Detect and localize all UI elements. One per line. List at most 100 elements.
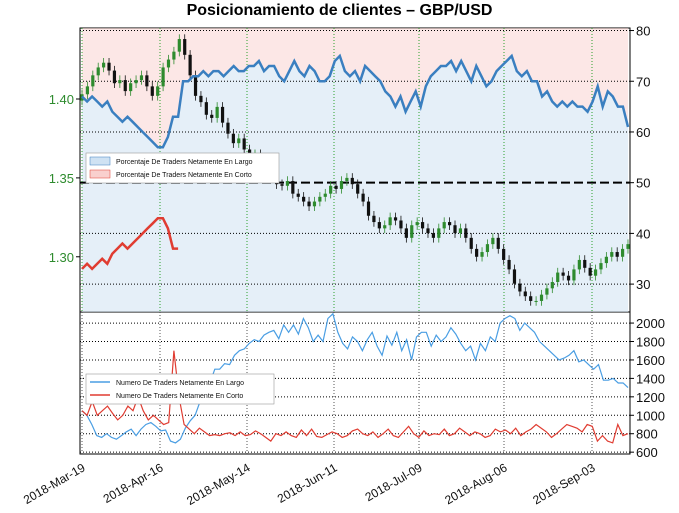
x-axis-tick: 2018-Mar-19 [21, 460, 88, 507]
candle-body [134, 80, 138, 84]
x-axis-tick: 2018-Apr-16 [101, 460, 166, 506]
candle-body [161, 67, 165, 87]
candle-body [518, 283, 522, 292]
candle-body [426, 228, 430, 234]
candle-body [431, 233, 435, 238]
candle-body [491, 237, 495, 245]
candle-body [96, 67, 100, 76]
candle-body [318, 196, 322, 202]
candle-body [361, 193, 365, 202]
candle-body [534, 300, 538, 302]
candle-body [599, 263, 603, 270]
candle-body [220, 106, 225, 123]
candle-body [156, 86, 160, 96]
bottom-right-axis-tick: 800 [636, 427, 658, 442]
candle-body [204, 102, 208, 115]
candle-body [172, 51, 176, 60]
candle-body [388, 217, 392, 226]
candle-body [312, 201, 317, 207]
candle-body [107, 62, 111, 71]
candle-body [350, 177, 354, 185]
candle-body [556, 272, 560, 283]
candle-body [188, 54, 192, 76]
bottom-right-axis-tick: 1400 [636, 371, 665, 386]
candle-body [512, 269, 517, 284]
candle-body [588, 267, 592, 276]
candle-body [166, 59, 171, 68]
candle-body [442, 222, 446, 229]
candle-body [507, 259, 511, 270]
left-axis-tick: 1.40 [49, 92, 74, 107]
candle-body [577, 259, 581, 270]
num-short-line [81, 350, 629, 444]
candle-body [91, 75, 95, 87]
candle-body [183, 39, 187, 55]
candle-body [566, 275, 571, 281]
legend-long-label: Porcentaje De Traders Netamente En Largo [116, 159, 253, 166]
legend-short-swatch [89, 169, 111, 179]
candle-body [145, 75, 149, 87]
candle-body [291, 181, 295, 194]
candle-body [302, 196, 306, 202]
legend-num-short-label: Numero De Traders Netamente En Corto [116, 393, 243, 400]
bottom-right-axis-tick: 1600 [636, 353, 665, 368]
chart-title: Posicionamiento de clientes – GBP/USD [186, 2, 493, 19]
candle-body [177, 39, 181, 52]
candle-body [112, 70, 117, 84]
right-axis-tick: 40 [636, 226, 650, 241]
short-area-fill [82, 28, 628, 148]
right-axis-tick: 60 [636, 125, 650, 140]
legend-long-swatch [89, 156, 111, 166]
candle-body [485, 244, 490, 253]
candle-body [296, 193, 300, 197]
right-axis-tick: 50 [636, 176, 650, 191]
candle-body [399, 220, 403, 229]
top-legend: Porcentaje De Traders Netamente En Largo… [85, 152, 280, 184]
candle-body [345, 177, 349, 182]
candle-body [329, 185, 333, 194]
candle-body [334, 185, 338, 189]
left-axis-tick: 1.30 [49, 250, 74, 265]
candle-body [226, 122, 230, 134]
candle-body [102, 62, 106, 68]
candle-body [496, 237, 500, 249]
long-area-fill [82, 55, 628, 313]
candle-body [377, 222, 381, 229]
candle-body [572, 269, 576, 281]
candle-body [383, 225, 387, 229]
candle-body [242, 138, 246, 150]
x-axis-tick: 2018-Jun-11 [275, 460, 340, 506]
left-axis-tick: 1.35 [49, 171, 74, 186]
candle-body [231, 133, 235, 144]
candle-body [545, 288, 549, 295]
bottom-right-axis-tick: 1800 [636, 335, 665, 350]
candle-body [502, 248, 506, 260]
candle-body [415, 222, 419, 226]
candle-body [139, 75, 144, 81]
candle-body [437, 228, 441, 238]
bottom-right-axis-tick: 600 [636, 445, 658, 460]
candle-body [610, 252, 614, 257]
candle-body [323, 193, 327, 197]
candle-body [550, 282, 554, 289]
candle-body [626, 244, 630, 249]
bottom-right-axis-tick: 1200 [636, 390, 665, 405]
candle-body [372, 215, 376, 223]
candle-body [480, 252, 484, 257]
candle-body [539, 294, 544, 301]
x-axis-tick: 2018-May-14 [184, 460, 253, 508]
bottom-right-axis-tick: 2000 [636, 316, 665, 331]
candle-body [475, 248, 479, 257]
candle-body [448, 222, 452, 226]
candle-body [420, 222, 425, 229]
candle-body [356, 184, 360, 194]
candle-body [561, 272, 565, 276]
candle-body [129, 83, 133, 92]
short-percent-line [81, 216, 179, 271]
x-axis-tick: 2018-Aug-06 [442, 460, 509, 507]
legend-num-long-label: Numero De Traders Netamente En Largo [116, 380, 244, 387]
candle-body [593, 269, 598, 276]
candle-body [199, 95, 203, 103]
candle-body [85, 86, 90, 95]
